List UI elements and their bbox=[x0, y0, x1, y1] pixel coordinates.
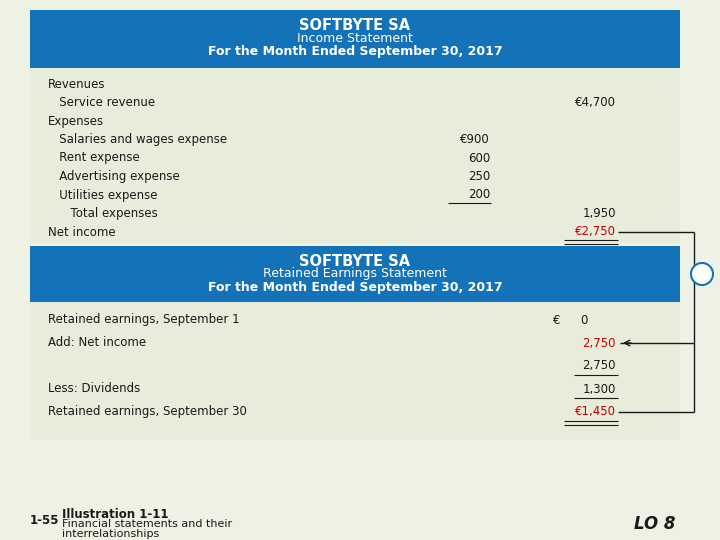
Text: Illustration 1-11: Illustration 1-11 bbox=[62, 508, 168, 521]
Text: 1-55: 1-55 bbox=[30, 514, 60, 526]
Text: Retained Earnings Statement: Retained Earnings Statement bbox=[263, 267, 447, 280]
Text: Total expenses: Total expenses bbox=[48, 207, 158, 220]
Bar bbox=[30, 10, 680, 68]
Text: 1: 1 bbox=[698, 267, 706, 280]
Text: SOFTBYTE SA: SOFTBYTE SA bbox=[300, 253, 410, 268]
Text: 1,300: 1,300 bbox=[582, 382, 616, 395]
Text: Net income: Net income bbox=[48, 226, 116, 239]
Text: Revenues: Revenues bbox=[48, 78, 106, 91]
Text: €2,750: €2,750 bbox=[575, 226, 616, 239]
Text: For the Month Ended September 30, 2017: For the Month Ended September 30, 2017 bbox=[207, 45, 503, 58]
Text: €4,700: €4,700 bbox=[575, 96, 616, 109]
Text: Salaries and wages expense: Salaries and wages expense bbox=[48, 133, 227, 146]
Text: For the Month Ended September 30, 2017: For the Month Ended September 30, 2017 bbox=[207, 280, 503, 294]
Text: 600: 600 bbox=[468, 152, 490, 165]
Text: LO 8: LO 8 bbox=[634, 515, 676, 533]
Text: Retained earnings, September 30: Retained earnings, September 30 bbox=[48, 406, 247, 419]
Text: 2,750: 2,750 bbox=[582, 360, 616, 373]
Text: Expenses: Expenses bbox=[48, 114, 104, 127]
Text: 250: 250 bbox=[468, 170, 490, 183]
Text: €900: €900 bbox=[460, 133, 490, 146]
Text: 0: 0 bbox=[580, 314, 588, 327]
Text: Financial statements and their: Financial statements and their bbox=[62, 519, 232, 529]
Text: 2,750: 2,750 bbox=[582, 336, 616, 349]
Text: €: € bbox=[552, 314, 560, 327]
Text: Income Statement: Income Statement bbox=[297, 32, 413, 45]
Bar bbox=[30, 302, 680, 440]
Text: interrelationships: interrelationships bbox=[62, 529, 159, 539]
Text: Rent expense: Rent expense bbox=[48, 152, 140, 165]
Text: Advertising expense: Advertising expense bbox=[48, 170, 180, 183]
Text: SOFTBYTE SA: SOFTBYTE SA bbox=[300, 18, 410, 33]
Circle shape bbox=[691, 263, 713, 285]
Text: Service revenue: Service revenue bbox=[48, 96, 155, 109]
Text: 200: 200 bbox=[468, 188, 490, 201]
Text: €1,450: €1,450 bbox=[575, 406, 616, 419]
Text: Add: Net income: Add: Net income bbox=[48, 336, 146, 349]
Text: 1,950: 1,950 bbox=[582, 207, 616, 220]
Text: Retained earnings, September 1: Retained earnings, September 1 bbox=[48, 314, 240, 327]
Bar bbox=[30, 246, 680, 302]
Bar bbox=[30, 68, 680, 243]
Text: Utilities expense: Utilities expense bbox=[48, 188, 158, 201]
Text: Less: Dividends: Less: Dividends bbox=[48, 382, 140, 395]
